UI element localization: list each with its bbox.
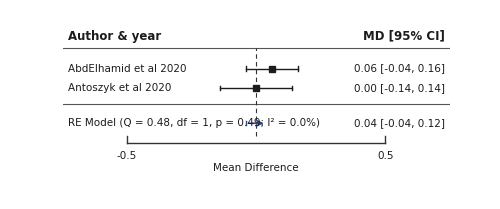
Text: 0.5: 0.5 [377,151,394,161]
Text: Mean Difference: Mean Difference [214,163,299,173]
Text: 0.00 [-0.14, 0.14]: 0.00 [-0.14, 0.14] [354,83,445,93]
Text: -0.5: -0.5 [117,151,137,161]
Text: RE Model (Q = 0.48, df = 1, p = 0.49; I² = 0.0%): RE Model (Q = 0.48, df = 1, p = 0.49; I²… [68,118,320,128]
Text: MD [95% CI]: MD [95% CI] [363,30,445,43]
Text: Antoszyk et al 2020: Antoszyk et al 2020 [68,83,171,93]
Text: 0.06 [-0.04, 0.16]: 0.06 [-0.04, 0.16] [354,64,445,74]
Text: AbdElhamid et al 2020: AbdElhamid et al 2020 [68,64,186,74]
Text: Author & year: Author & year [68,30,161,43]
Text: 0.04 [-0.04, 0.12]: 0.04 [-0.04, 0.12] [354,118,445,128]
